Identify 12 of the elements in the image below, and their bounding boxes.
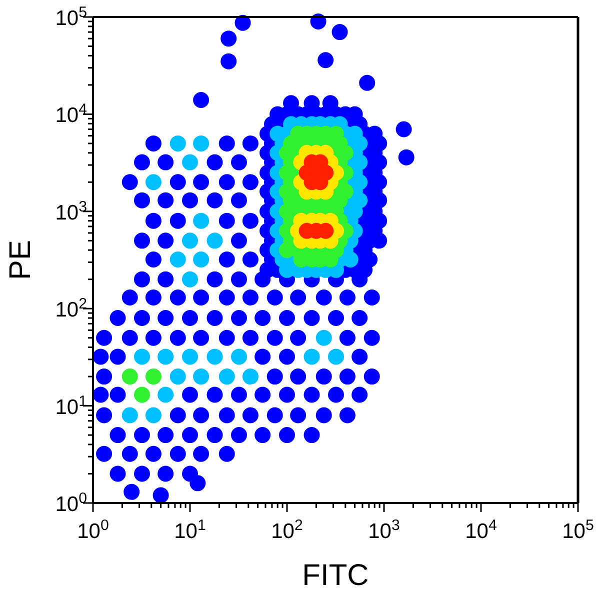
x-tick-label: 10$^{2}$ — [271, 516, 303, 543]
x-tick-label: 10$^{4}$ — [465, 516, 497, 543]
x-axis-title: FITC — [302, 559, 369, 592]
y-tick-label: 10$^{4}$ — [55, 100, 87, 128]
y-axis-title: PE — [4, 240, 37, 280]
x-tick-label: 10$^{3}$ — [368, 516, 400, 543]
x-tick-label: 10$^{1}$ — [174, 516, 206, 543]
y-tick-label: 10$^{0}$ — [55, 490, 87, 516]
x-tick-label: 10$^{5}$ — [562, 516, 594, 543]
y-tick-label: 10$^{5}$ — [55, 4, 87, 30]
x-tick-label: 10$^{0}$ — [77, 516, 109, 543]
y-tick-label: 10$^{3}$ — [55, 198, 87, 224]
